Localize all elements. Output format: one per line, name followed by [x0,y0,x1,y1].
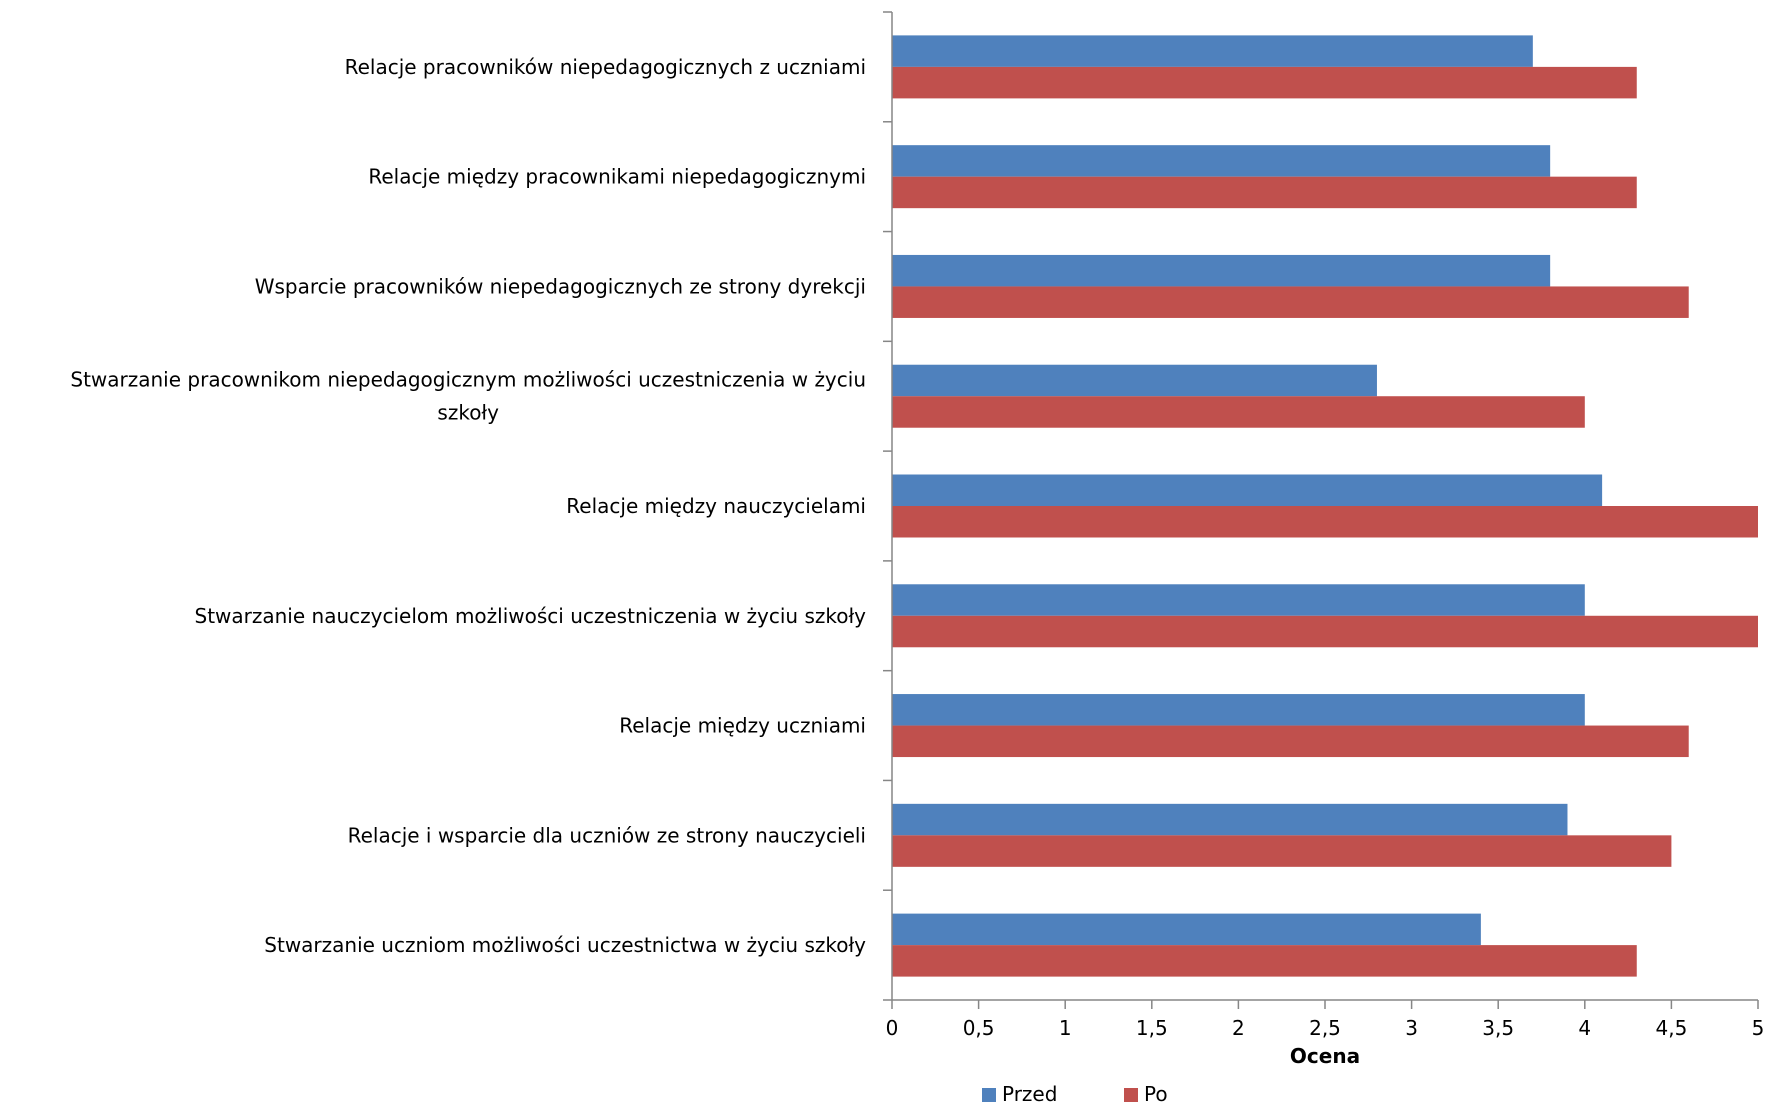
bar-przed-3 [892,364,1377,397]
x-tick-label: 0,5 [963,1016,995,1040]
x-tick-label: 2,5 [1309,1016,1341,1040]
category-label: Wsparcie pracowników niepedagogicznych z… [255,274,866,298]
bar-przed-5 [892,584,1585,616]
bar-po-3 [892,396,1585,428]
category-label: Stwarzanie uczniom możliwości uczestnict… [264,933,866,957]
x-tick-label: 5 [1752,1016,1765,1040]
category-label: Relacje między nauczycielami [566,494,866,518]
bar-po-0 [892,66,1637,99]
bar-po-1 [892,176,1637,209]
x-tick-label: 2 [1232,1016,1245,1040]
x-tick-label: 1,5 [1136,1016,1168,1040]
legend-label-przed: Przed [1002,1082,1057,1106]
legend-swatch-przed [982,1088,996,1102]
x-tick-label: 1 [1059,1016,1072,1040]
category-label: Relacje między pracownikami niepedagogic… [368,165,866,189]
category-label: Stwarzanie nauczycielom możliwości uczes… [195,604,867,628]
bar-po-8 [892,945,1637,977]
bar-przed-1 [892,145,1551,177]
x-tick-label: 0 [886,1016,899,1040]
x-axis-title: Ocena [1290,1044,1360,1068]
x-tick-label: 3,5 [1482,1016,1514,1040]
bar-po-6 [892,725,1689,758]
bar-przed-8 [892,913,1481,946]
bar-po-2 [892,286,1689,318]
category-label: Stwarzanie pracownikom niepedagogicznym … [70,368,866,392]
x-tick-label: 4 [1578,1016,1591,1040]
legend-label-po: Po [1144,1082,1168,1106]
category-label: Relacje między uczniami [619,714,866,738]
bar-przed-6 [892,694,1585,726]
category-label: Relacje pracowników niepedagogicznych z … [345,55,866,79]
legend-swatch-po [1124,1088,1138,1102]
bar-przed-4 [892,474,1603,506]
bar-przed-7 [892,803,1568,836]
bar-po-5 [892,615,1758,648]
bar-przed-0 [892,35,1533,67]
bar-po-7 [892,835,1672,867]
x-tick-label: 4,5 [1655,1016,1687,1040]
x-tick-label: 3 [1405,1016,1418,1040]
bar-po-4 [892,506,1758,538]
bar-przed-2 [892,254,1551,287]
category-label: Relacje i wsparcie dla uczniów ze strony… [348,823,866,847]
category-label: szkoły [437,401,499,425]
